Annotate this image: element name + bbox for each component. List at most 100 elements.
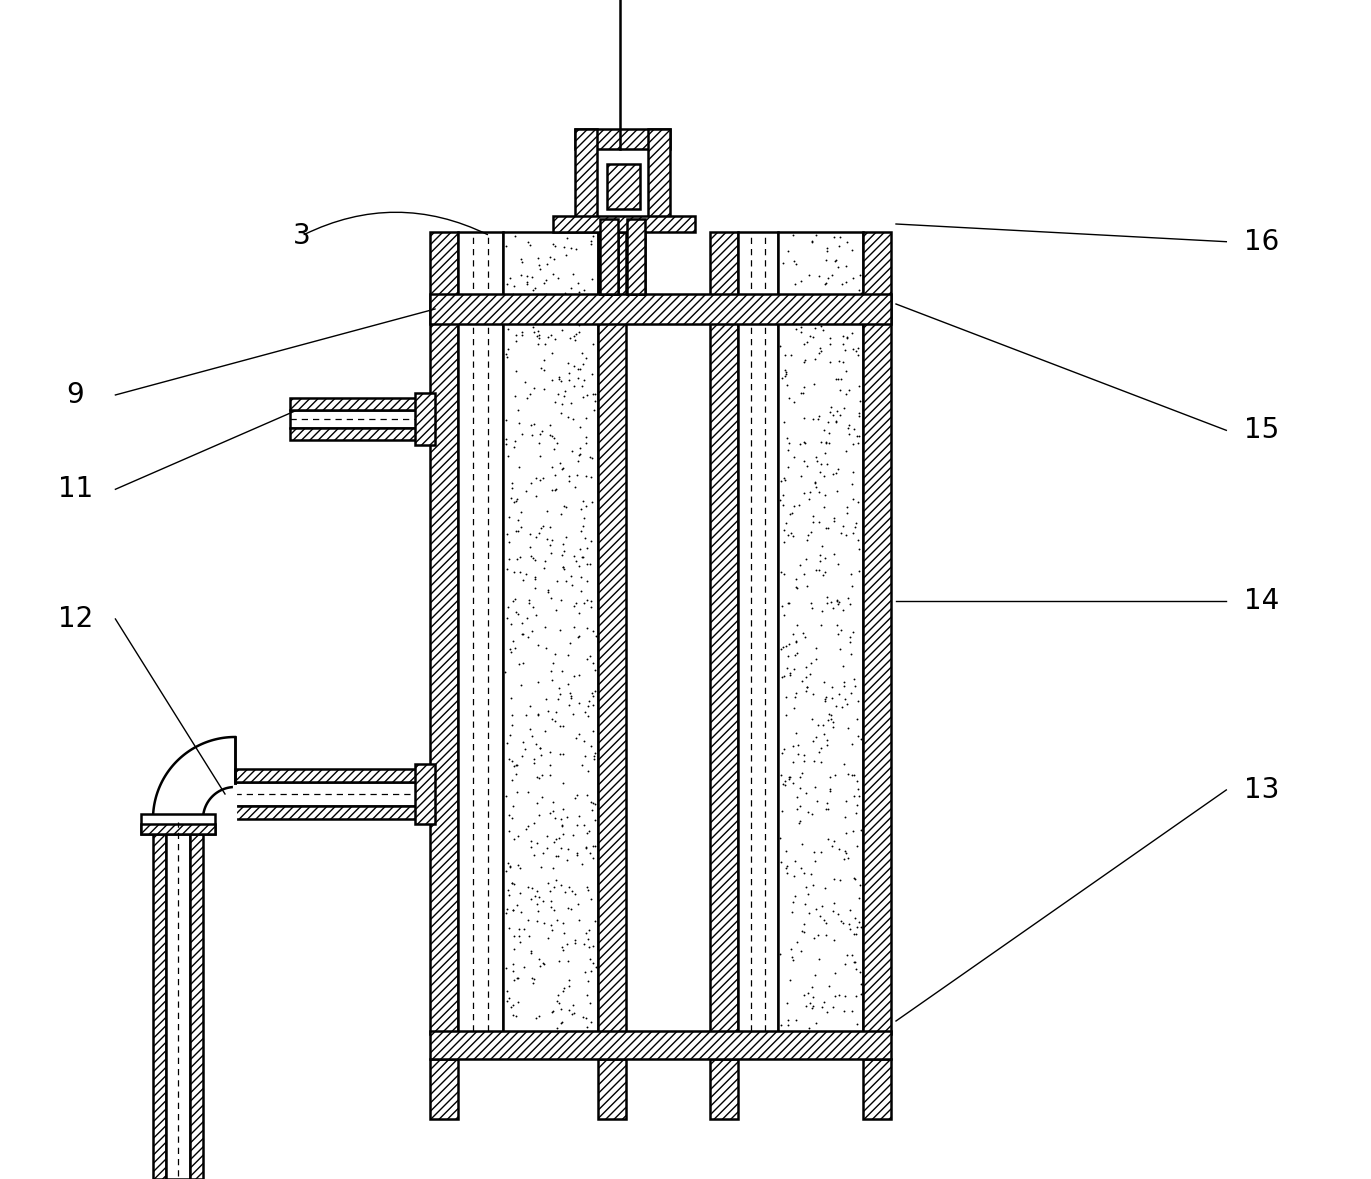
Point xyxy=(580,598,602,617)
Point xyxy=(562,1003,584,1022)
Point xyxy=(818,779,840,798)
Point xyxy=(496,446,518,465)
Point xyxy=(505,325,526,344)
Point xyxy=(795,878,817,897)
Point xyxy=(557,808,579,826)
Point xyxy=(500,705,522,724)
Point xyxy=(581,493,603,512)
Point xyxy=(574,1008,596,1027)
Point xyxy=(814,690,836,709)
Point xyxy=(820,397,842,416)
Point xyxy=(839,633,861,652)
Point xyxy=(849,876,871,895)
Point xyxy=(790,323,812,342)
Point xyxy=(581,621,603,640)
Point xyxy=(522,598,544,617)
Bar xyxy=(141,824,215,834)
Point xyxy=(798,994,820,1013)
Point xyxy=(781,225,803,244)
Point xyxy=(788,796,810,815)
Bar xyxy=(154,819,166,1179)
Point xyxy=(792,864,814,883)
Point xyxy=(526,895,548,914)
Point xyxy=(802,410,824,429)
Point xyxy=(820,402,842,421)
Point xyxy=(565,933,587,951)
Point xyxy=(828,258,850,277)
Point xyxy=(802,231,824,250)
Bar xyxy=(458,232,503,1034)
Point xyxy=(823,870,845,889)
Point xyxy=(563,597,585,615)
Point xyxy=(846,710,868,729)
Point xyxy=(525,605,547,624)
Point xyxy=(823,997,845,1016)
Point xyxy=(495,663,517,681)
Point xyxy=(842,765,864,784)
Point xyxy=(528,769,550,788)
Point xyxy=(532,891,554,910)
Point xyxy=(842,435,864,454)
Point xyxy=(528,328,550,347)
Point xyxy=(554,312,576,331)
Point xyxy=(846,917,868,936)
Point xyxy=(816,736,838,755)
Point xyxy=(829,370,851,389)
Point xyxy=(565,239,587,258)
Point xyxy=(803,318,825,337)
Point xyxy=(828,839,850,858)
Point xyxy=(805,1014,827,1033)
Point xyxy=(849,391,871,410)
Point xyxy=(808,483,829,502)
Point xyxy=(548,370,570,389)
Point xyxy=(495,862,517,881)
Point xyxy=(769,490,791,509)
Point xyxy=(786,578,808,597)
Point xyxy=(510,903,532,922)
Point xyxy=(583,750,605,769)
Point xyxy=(562,264,584,283)
Point xyxy=(559,689,581,707)
Point xyxy=(584,661,606,680)
Point xyxy=(816,455,838,474)
Point xyxy=(558,877,580,896)
Point xyxy=(794,434,816,453)
Bar xyxy=(710,1059,738,1119)
Point xyxy=(500,716,522,735)
Point xyxy=(817,519,839,538)
Point xyxy=(510,250,532,269)
Point xyxy=(505,387,526,406)
Point xyxy=(583,722,605,740)
Point xyxy=(572,388,594,407)
Point xyxy=(813,302,835,321)
Point xyxy=(775,361,797,380)
Point xyxy=(577,386,599,404)
Point xyxy=(823,228,845,246)
Point xyxy=(817,302,839,321)
Point xyxy=(821,689,843,707)
Point xyxy=(813,466,835,485)
Point xyxy=(503,757,525,776)
Point xyxy=(786,723,808,742)
Point xyxy=(805,900,827,918)
Point xyxy=(577,706,599,725)
Point xyxy=(849,303,871,322)
Point xyxy=(773,413,795,432)
Point xyxy=(843,766,865,785)
Point xyxy=(583,310,605,329)
Point xyxy=(840,565,862,584)
Point xyxy=(842,523,864,542)
Point xyxy=(792,383,814,402)
Point xyxy=(773,740,795,759)
Point xyxy=(537,580,559,599)
Point xyxy=(522,317,544,336)
Point xyxy=(836,588,858,607)
Point xyxy=(795,299,817,318)
Point xyxy=(550,684,572,703)
Point xyxy=(562,376,584,395)
Point xyxy=(498,304,520,323)
Point xyxy=(551,914,573,933)
Point xyxy=(824,831,846,850)
Point xyxy=(801,232,823,251)
Point xyxy=(533,351,555,370)
